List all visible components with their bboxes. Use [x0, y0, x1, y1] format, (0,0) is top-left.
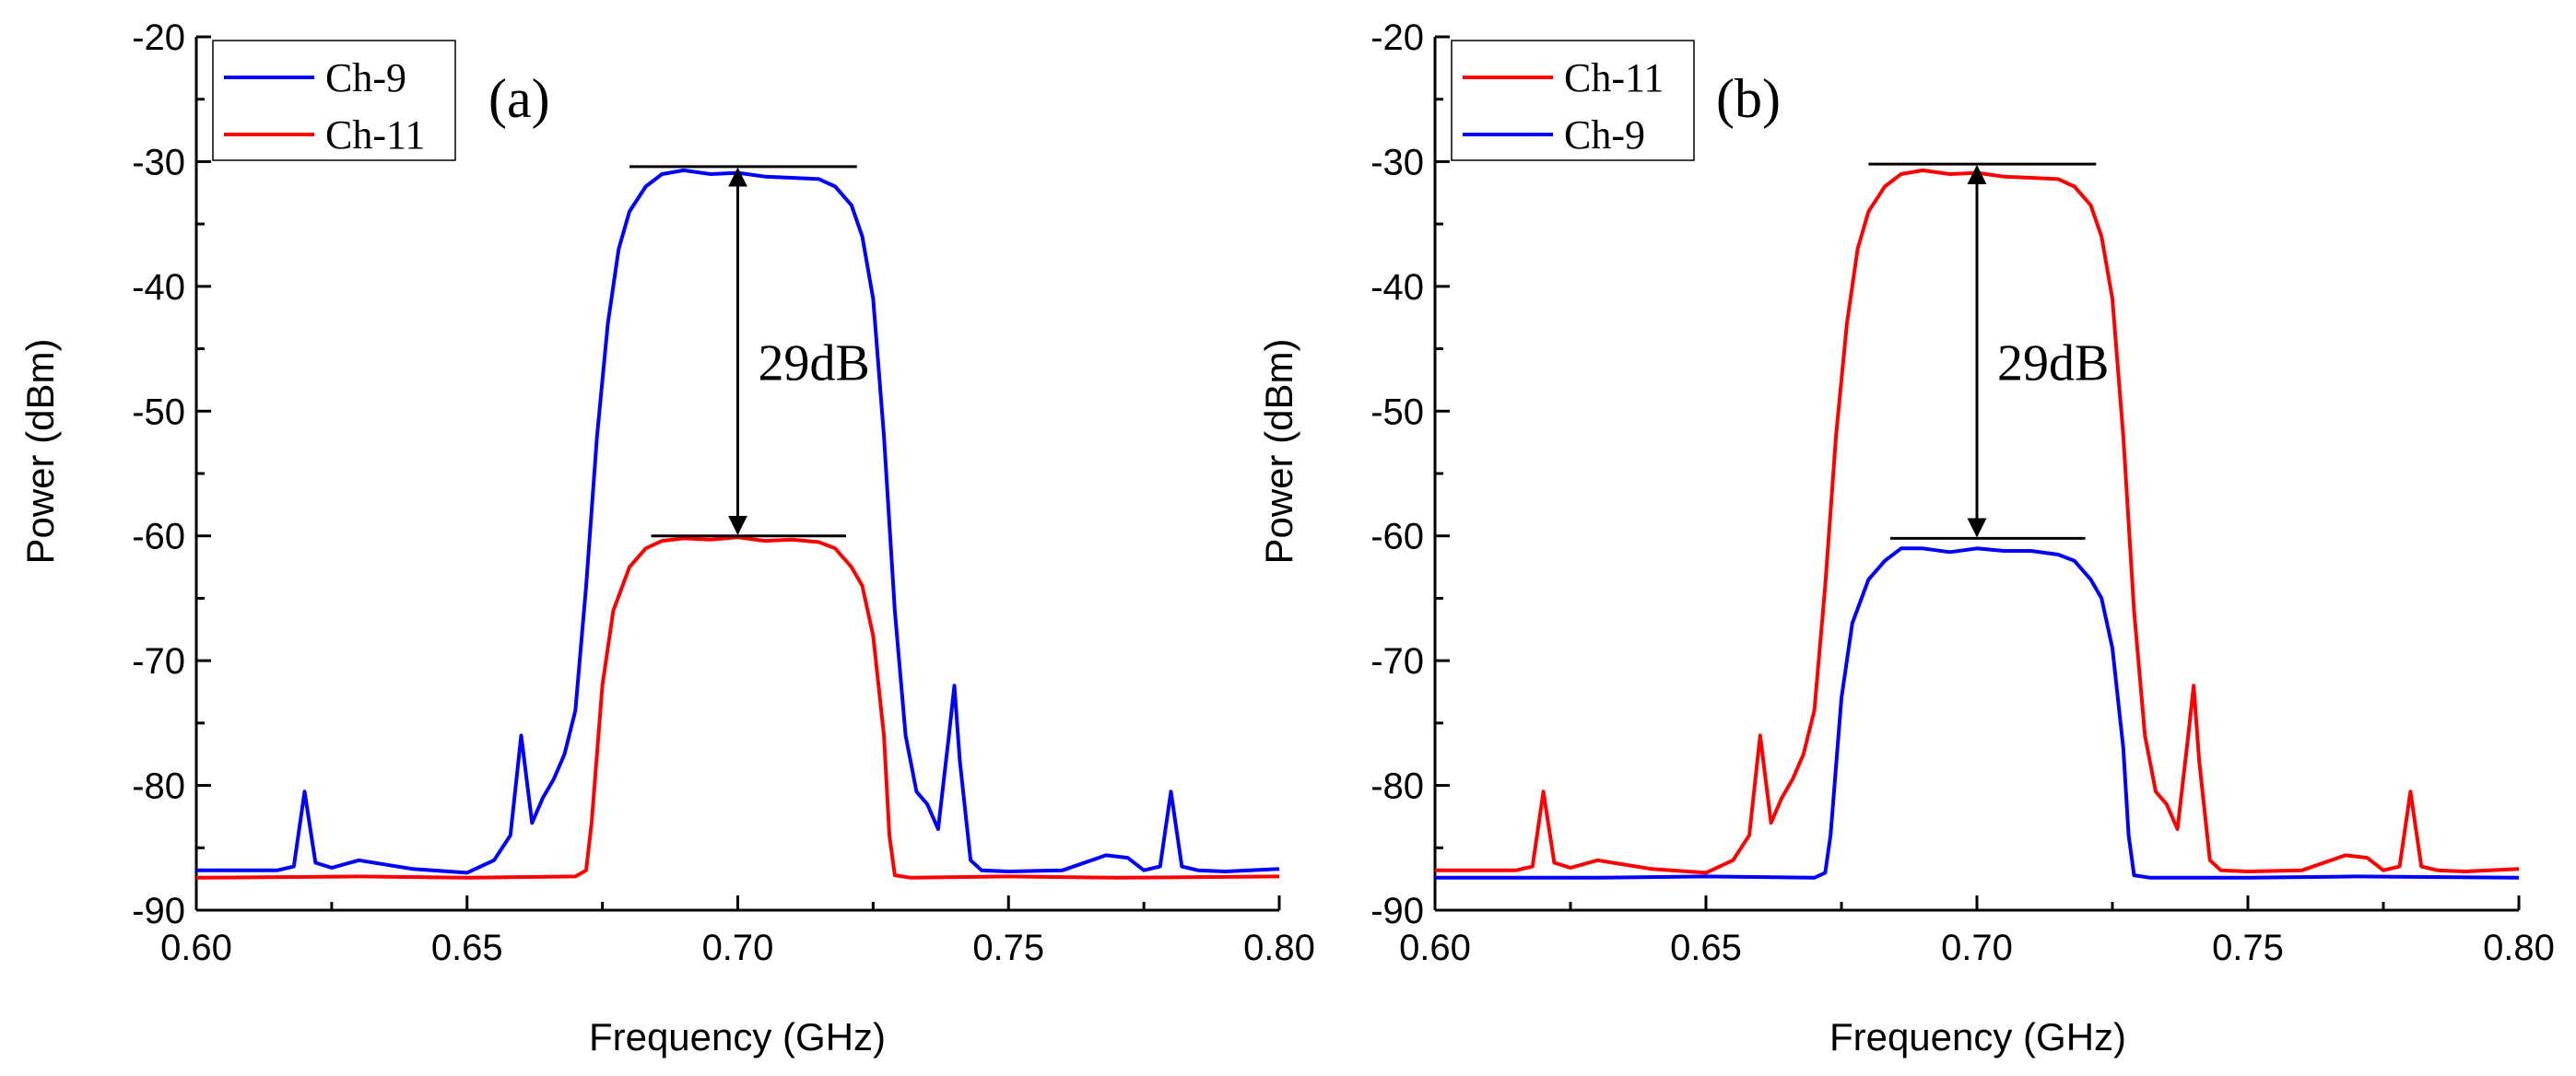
panel-a-x-tick-label: 0.70 [702, 928, 774, 968]
panel-a-x-tick-label: 0.60 [160, 928, 232, 968]
panel-a-y-tick-label: -20 [132, 18, 185, 58]
panel-a-legend-box [212, 40, 456, 161]
panel-b-x-tick-label: 0.80 [2483, 928, 2555, 968]
panel-b-label: (b) [1716, 68, 1781, 129]
panel-a-legend: Ch-9 Ch-11 [212, 40, 456, 161]
panel-a-plot-area [195, 168, 1280, 880]
panel-b-y-tick-label: -30 [1370, 142, 1424, 182]
panel-b-y-tick-label: -60 [1370, 517, 1424, 557]
panel-a-label: (a) [488, 68, 550, 129]
panel-b-series-ch-11-line [1435, 168, 2520, 875]
panel-b-annotation: 29dB [1868, 162, 2109, 540]
panel-b-plot-area [1435, 168, 2520, 880]
panel-b-y-tick-label: -70 [1370, 641, 1424, 682]
panel-b-x-tick-label: 0.65 [1670, 928, 1742, 968]
panel-a-y-tick-label: -70 [132, 641, 185, 682]
panel-b-y-axis-title: Power (dBm) [1257, 338, 1300, 564]
panel-b-legend-box [1451, 40, 1695, 161]
panel-a-x-tick-label: 0.65 [431, 928, 503, 968]
panel-a-y-axis-title: Power (dBm) [18, 338, 62, 564]
panel-b-y-tick-label: -40 [1370, 267, 1424, 308]
panel-a-ticks: 0.60 0.65 0.70 0.75 0.80 -90 -80 -70 -60 -50 -40 -3… [132, 18, 1315, 968]
panel-b-y-tick-label: -80 [1370, 766, 1424, 807]
panel-a-legend-label: Ch-9 [325, 55, 406, 100]
panel-b: 0.60 0.65 0.70 0.75 0.80 -90 -80 -70 -60 -50 -40 -3… [1257, 18, 2555, 1058]
panel-b-legend-label: Ch-11 [1564, 55, 1664, 100]
panel-a-x-tick-label: 0.75 [972, 928, 1044, 968]
panel-a-legend-label: Ch-11 [325, 112, 425, 158]
panel-a-y-tick-label: -50 [132, 392, 185, 432]
panel-a-y-tick-label: -40 [132, 267, 185, 308]
panel-b-ticks: 0.60 0.65 0.70 0.75 0.80 -90 -80 -70 -60 -50 -40 -3… [1370, 18, 2555, 968]
panel-a-series-ch-11-line [195, 535, 1280, 880]
panel-b-x-tick-label: 0.70 [1941, 928, 2013, 968]
panel-a-x-tick-label: 0.80 [1243, 928, 1315, 968]
panel-a-annotation: 29dB [629, 165, 870, 538]
panel-a-y-tick-label: -80 [132, 766, 185, 807]
panel-b-x-tick-label: 0.60 [1399, 928, 1471, 968]
panel-a-y-tick-label: -90 [132, 891, 185, 931]
panel-a-y-tick-label: -60 [132, 517, 185, 557]
panel-b-legend-label: Ch-9 [1564, 112, 1645, 158]
panel-b-annotation-text: 29dB [1997, 334, 2109, 392]
panel-a-y-tick-label: -30 [132, 142, 185, 182]
panel-a: 0.60 0.65 0.70 0.75 0.80 -90 -80 -70 -60 -50 -40 -3… [18, 18, 1315, 1058]
panel-a-annotation-text: 29dB [759, 334, 870, 392]
panel-b-x-axis-title: Frequency (GHz) [1829, 1015, 2126, 1058]
panel-b-series-ch-9-line [1435, 546, 2520, 880]
panel-b-y-tick-label: -20 [1370, 18, 1424, 58]
panel-b-y-tick-label: -50 [1370, 392, 1424, 432]
panel-b-y-tick-label: -90 [1370, 891, 1424, 931]
panel-b-legend: Ch-11 Ch-9 [1451, 40, 1695, 161]
panel-b-x-tick-label: 0.75 [2212, 928, 2284, 968]
panel-a-series-ch-9-line [196, 168, 1280, 875]
panel-a-x-axis-title: Frequency (GHz) [589, 1015, 886, 1058]
